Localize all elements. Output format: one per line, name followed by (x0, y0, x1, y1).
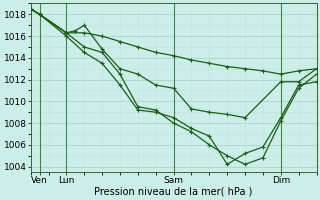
X-axis label: Pression niveau de la mer( hPa ): Pression niveau de la mer( hPa ) (94, 187, 253, 197)
